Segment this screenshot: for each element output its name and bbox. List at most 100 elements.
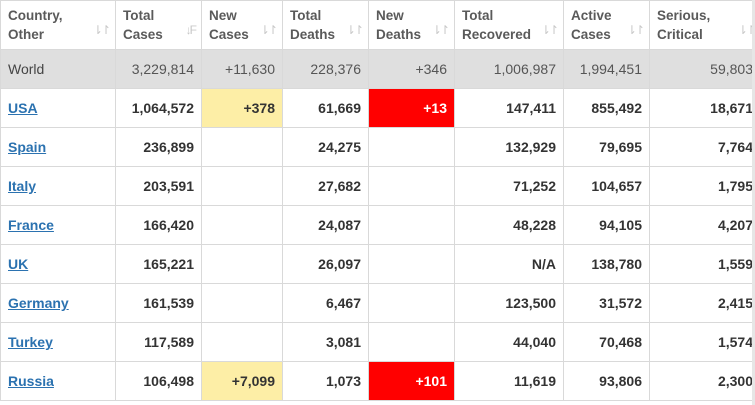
world-total-cases: 3,229,814: [115, 49, 202, 89]
active-cases-cell: 138,780: [563, 244, 650, 284]
country-link[interactable]: Turkey: [8, 334, 53, 350]
serious-critical-cell: 1,559: [649, 244, 755, 284]
total-deaths-cell: 3,081: [282, 322, 369, 362]
header-total-deaths[interactable]: Total Deaths ⇂↾: [282, 0, 369, 50]
header-active-cases[interactable]: Active Cases ⇂↾: [563, 0, 650, 50]
total-deaths-cell: 27,682: [282, 166, 369, 206]
new-deaths-cell: [368, 322, 455, 362]
header-serious-critical[interactable]: Serious, Critical ⇂↾: [649, 0, 755, 50]
serious-critical-cell: 1,795: [649, 166, 755, 206]
country-cell: Russia: [0, 361, 116, 401]
world-new-cases: +11,630: [201, 49, 283, 89]
table-row: France 166,420 24,087 48,228 94,105 4,207: [0, 205, 755, 245]
country-link[interactable]: Spain: [8, 139, 47, 155]
active-cases-cell: 79,695: [563, 127, 650, 167]
new-deaths-cell: [368, 205, 455, 245]
table-row: Italy 203,591 27,682 71,252 104,657 1,795: [0, 166, 755, 206]
new-cases-cell: +378: [201, 88, 283, 128]
total-recovered-cell: 44,040: [454, 322, 564, 362]
new-deaths-cell: [368, 166, 455, 206]
table-header: Country, Other ⇂↾ Total Cases ↓F New Cases …: [0, 0, 755, 50]
sort-icon[interactable]: ⇂↾: [431, 23, 450, 37]
country-link[interactable]: France: [8, 217, 54, 233]
new-cases-cell: [201, 283, 283, 323]
header-total-recovered[interactable]: Total Recovered ⇂↾: [454, 0, 564, 50]
table-row: Germany 161,539 6,467 123,500 31,572 2,415: [0, 283, 755, 323]
total-deaths-cell: 24,087: [282, 205, 369, 245]
total-cases-cell: 165,221: [115, 244, 202, 284]
total-recovered-cell: 71,252: [454, 166, 564, 206]
world-new-deaths: +346: [368, 49, 455, 89]
new-deaths-cell: [368, 244, 455, 284]
world-label: World: [0, 49, 116, 89]
total-recovered-cell: 11,619: [454, 361, 564, 401]
country-cell: USA: [0, 88, 116, 128]
active-cases-cell: 31,572: [563, 283, 650, 323]
serious-critical-cell: 4,207: [649, 205, 755, 245]
sort-icon[interactable]: ⇂↾: [626, 23, 645, 37]
header-country[interactable]: Country, Other ⇂↾: [0, 0, 116, 50]
serious-critical-cell: 2,300: [649, 361, 755, 401]
country-cell: Spain: [0, 127, 116, 167]
country-cell: Germany: [0, 283, 116, 323]
total-cases-cell: 236,899: [115, 127, 202, 167]
country-cell: Turkey: [0, 322, 116, 362]
total-cases-cell: 106,498: [115, 361, 202, 401]
total-cases-cell: 203,591: [115, 166, 202, 206]
new-cases-cell: [201, 322, 283, 362]
active-cases-cell: 855,492: [563, 88, 650, 128]
world-serious-critical: 59,803: [649, 49, 755, 89]
serious-critical-cell: 2,415: [649, 283, 755, 323]
total-recovered-cell: 132,929: [454, 127, 564, 167]
country-link[interactable]: Russia: [8, 373, 54, 389]
table-row: Russia 106,498 +7,099 1,073 +101 11,619 93,806…: [0, 361, 755, 401]
country-link[interactable]: USA: [8, 100, 38, 116]
active-cases-cell: 93,806: [563, 361, 650, 401]
header-new-cases[interactable]: New Cases ⇂↾: [201, 0, 283, 50]
header-row: Country, Other ⇂↾ Total Cases ↓F New Cases …: [0, 0, 755, 50]
table-body: World 3,229,814 +11,630 228,376 +346 1,0…: [0, 49, 755, 401]
total-deaths-cell: 6,467: [282, 283, 369, 323]
table-row: USA 1,064,572 +378 61,669 +13 147,411 855,492 1…: [0, 88, 755, 128]
total-recovered-cell: 123,500: [454, 283, 564, 323]
header-total-cases[interactable]: Total Cases ↓F: [115, 0, 202, 50]
country-cell: UK: [0, 244, 116, 284]
total-deaths-cell: 61,669: [282, 88, 369, 128]
total-recovered-cell: 48,228: [454, 205, 564, 245]
sort-icon[interactable]: ⇂↾: [345, 23, 364, 37]
total-cases-cell: 166,420: [115, 205, 202, 245]
country-link[interactable]: Germany: [8, 295, 69, 311]
new-cases-cell: [201, 244, 283, 284]
total-recovered-cell: N/A: [454, 244, 564, 284]
active-cases-cell: 70,468: [563, 322, 650, 362]
country-link[interactable]: Italy: [8, 178, 37, 194]
serious-critical-cell: 1,574: [649, 322, 755, 362]
header-new-deaths[interactable]: New Deaths ⇂↾: [368, 0, 455, 50]
world-total-recovered: 1,006,987: [454, 49, 564, 89]
table-row: Turkey 117,589 3,081 44,040 70,468 1,574: [0, 322, 755, 362]
serious-critical-cell: 18,671: [649, 88, 755, 128]
sort-desc-icon[interactable]: ↓F: [185, 23, 197, 37]
total-deaths-cell: 26,097: [282, 244, 369, 284]
new-deaths-cell: [368, 283, 455, 323]
new-cases-cell: +7,099: [201, 361, 283, 401]
total-deaths-cell: 24,275: [282, 127, 369, 167]
serious-critical-cell: 7,764: [649, 127, 755, 167]
new-deaths-cell: [368, 127, 455, 167]
new-cases-cell: [201, 127, 283, 167]
total-cases-cell: 161,539: [115, 283, 202, 323]
total-cases-cell: 1,064,572: [115, 88, 202, 128]
country-cell: Italy: [0, 166, 116, 206]
sort-icon[interactable]: ⇂↾: [259, 23, 278, 37]
world-total-deaths: 228,376: [282, 49, 369, 89]
total-recovered-cell: 147,411: [454, 88, 564, 128]
new-cases-cell: [201, 205, 283, 245]
sort-icon[interactable]: ⇂↾: [540, 23, 559, 37]
sort-icon[interactable]: ⇂↾: [92, 23, 111, 37]
world-total-row: World 3,229,814 +11,630 228,376 +346 1,0…: [0, 49, 755, 89]
sort-icon[interactable]: ⇂↾: [737, 23, 755, 37]
total-deaths-cell: 1,073: [282, 361, 369, 401]
country-link[interactable]: UK: [8, 256, 29, 272]
new-deaths-cell: +13: [368, 88, 455, 128]
